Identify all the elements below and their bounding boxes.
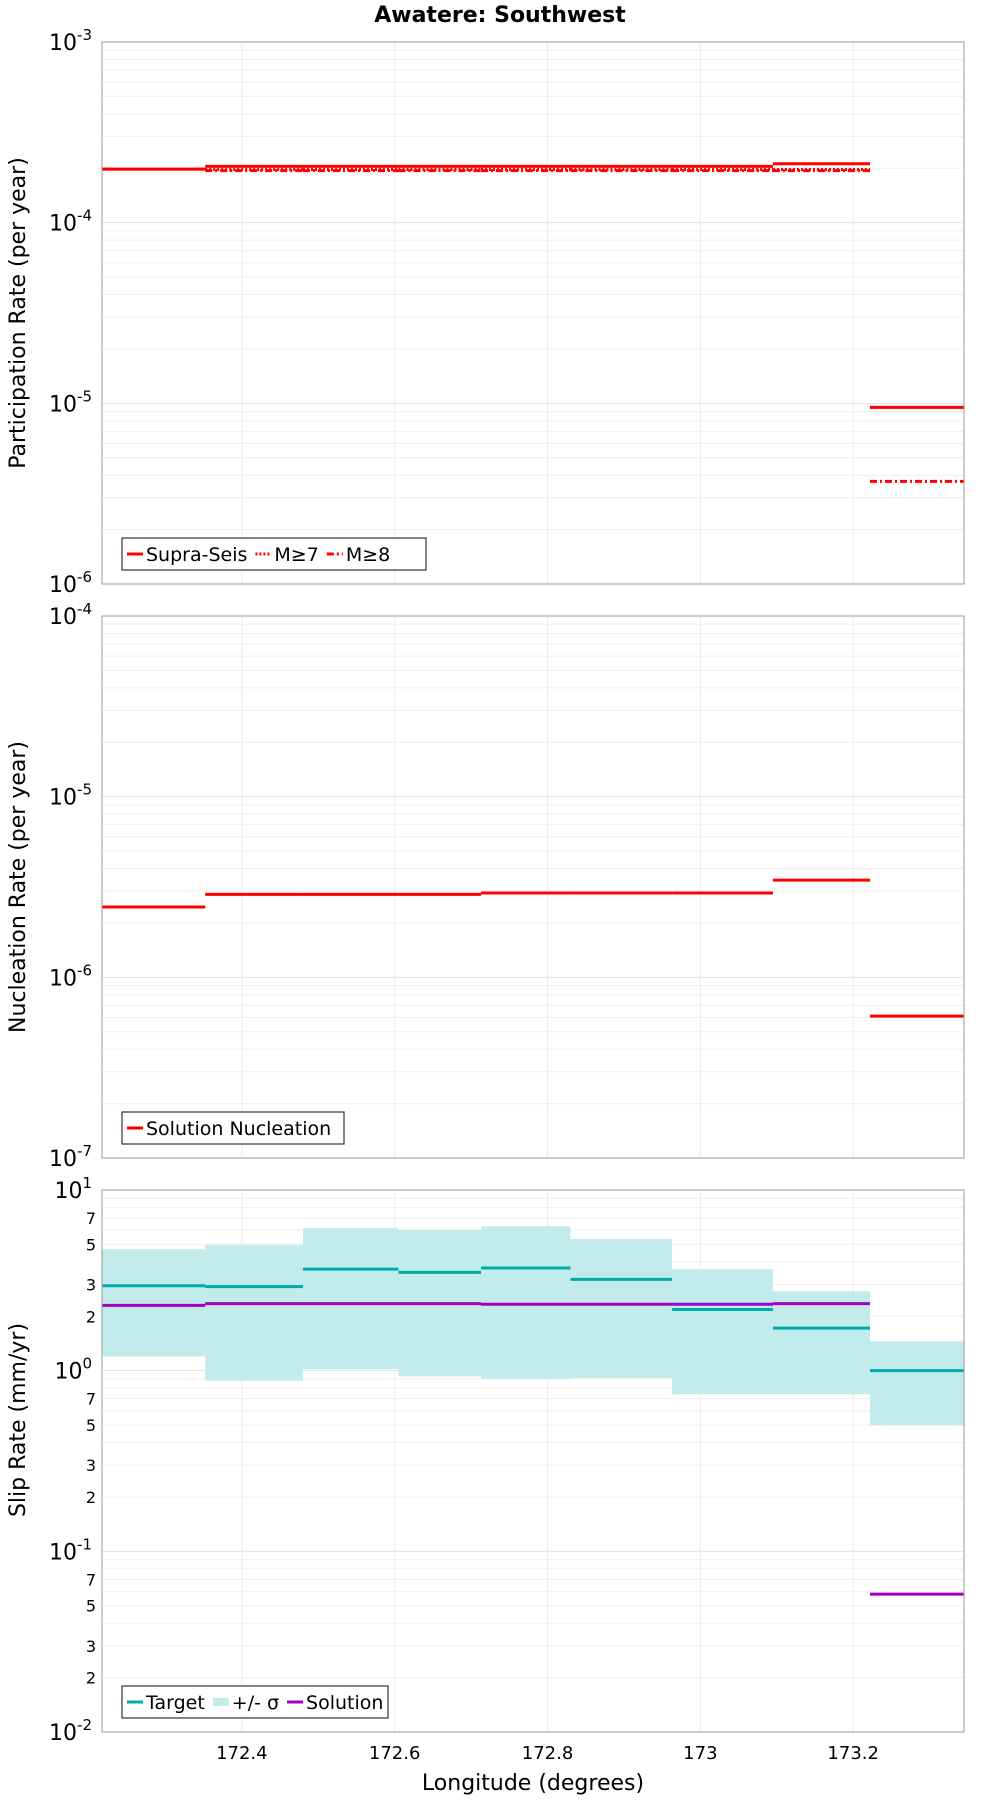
y-tick-label: 10-4	[49, 207, 92, 237]
y-axis-label-participation: Participation Rate (per year)	[6, 157, 31, 469]
y-tick-label: 10-4	[49, 600, 92, 630]
legend-label: Supra-Seis	[146, 544, 247, 566]
y-tick-label: 101	[54, 1174, 92, 1204]
y-minor-tick-label: 2	[86, 1307, 96, 1326]
x-axis-label: Longitude (degrees)	[422, 1771, 644, 1796]
plot-frame	[101, 1189, 965, 1733]
legend-label: M≥7	[274, 544, 318, 566]
y-tick-label: 10-6	[49, 568, 92, 598]
legend-label: Solution Nucleation	[146, 1118, 331, 1140]
y-tick-label: 10-5	[49, 387, 92, 417]
plot-frame	[101, 41, 965, 585]
y-minor-tick-label: 3	[86, 1275, 96, 1294]
legend-label: Target	[145, 1692, 205, 1714]
sigma-band-segment	[205, 1245, 303, 1381]
sigma-band-segment	[870, 1341, 964, 1426]
legend-box	[121, 1111, 345, 1145]
participation-rate-panel: 10-6 10-5 10-4 10-3 Supra-Seis M≥7 M≥8	[49, 26, 965, 598]
y-tick-label: 10-7	[49, 1142, 92, 1172]
x-tick-label: 173.2	[827, 1743, 879, 1764]
y-tick-label: 10-3	[49, 26, 92, 56]
sigma-band-segment	[102, 1249, 206, 1357]
legend-box	[121, 1685, 389, 1719]
y-minor-tick-label: 7	[86, 1209, 96, 1228]
y-minor-tick-label: 3	[86, 1456, 96, 1475]
legend-label: +/- σ	[232, 1692, 279, 1714]
x-tick-label: 172.8	[522, 1743, 574, 1764]
sigma-band-segment	[481, 1226, 571, 1379]
x-tick-label: 173	[683, 1743, 717, 1764]
y-minor-tick-label: 2	[86, 1669, 96, 1688]
legend-label: M≥8	[346, 544, 390, 566]
legend-label: Solution	[306, 1692, 383, 1714]
sigma-band-segment	[772, 1291, 871, 1395]
legend: Supra-Seis M≥7 M≥8	[121, 537, 427, 571]
y-tick-label: 10-1	[49, 1535, 92, 1565]
legend-swatch-band	[212, 1698, 229, 1706]
y-tick-label: 10-5	[49, 781, 92, 811]
y-minor-tick-label: 5	[86, 1597, 96, 1616]
x-tick-label: 172.4	[216, 1743, 268, 1764]
y-minor-tick-label: 2	[86, 1488, 96, 1507]
y-axis-label-nucleation: Nucleation Rate (per year)	[6, 741, 31, 1033]
legend: Solution Nucleation	[121, 1111, 345, 1145]
nucleation-rate-panel: 10-7 10-6 10-5 10-4 Solution Nucleation	[49, 600, 965, 1172]
legend-box	[121, 537, 427, 571]
plot-frame	[101, 615, 965, 1159]
y-minor-tick-label: 7	[86, 1390, 96, 1409]
y-minor-tick-label: 5	[86, 1235, 96, 1254]
y-axis-label-slip: Slip Rate (mm/yr)	[6, 1323, 31, 1517]
legend: Target +/- σ Solution	[121, 1685, 389, 1719]
slip-rate-panel: 10-2 10-1 100 101 2 3 5 7 2 3 5 7 2 3 5 7 172.4 172.6 172.…	[49, 1174, 965, 1764]
sigma-band-segment	[672, 1269, 773, 1395]
x-tick-label: 172.6	[369, 1743, 421, 1764]
sigma-band-segment	[570, 1239, 673, 1379]
chart-title: Awatere: Southwest	[374, 3, 626, 28]
sigma-band-segment	[302, 1228, 399, 1370]
y-minor-tick-label: 5	[86, 1416, 96, 1435]
y-tick-label: 10-2	[49, 1716, 92, 1746]
y-tick-label: 100	[54, 1355, 92, 1385]
y-minor-tick-label: 7	[86, 1570, 96, 1589]
y-tick-label: 10-6	[49, 961, 92, 991]
y-minor-tick-label: 3	[86, 1637, 96, 1656]
